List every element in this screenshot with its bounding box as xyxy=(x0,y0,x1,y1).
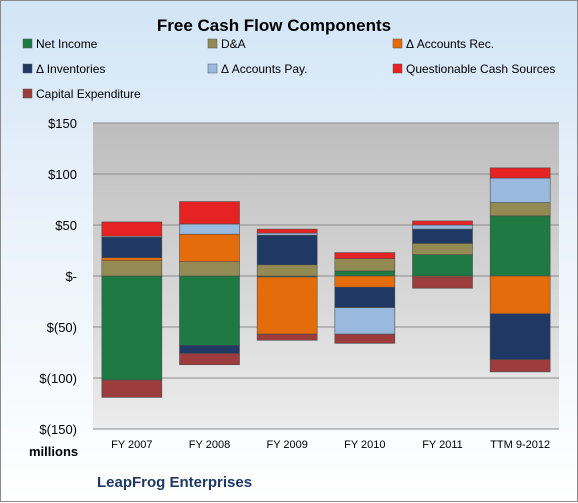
legend-swatch-capital-expenditure xyxy=(22,88,33,99)
bar-delta-inventories-fy-2008 xyxy=(179,345,240,354)
legend-swatch-d-a xyxy=(207,38,218,49)
legend-label-net-income: Net Income xyxy=(36,37,98,51)
bar-d-a-fy-2010 xyxy=(334,258,396,272)
bar-delta-inventories-ttm-9-2012 xyxy=(489,313,551,360)
bar-capital-expenditure-ttm-9-2012 xyxy=(489,359,551,373)
chart-title: Free Cash Flow Components xyxy=(157,16,391,35)
bar-net-income-fy-2008 xyxy=(179,275,240,346)
bar-questionable-cash-sources-fy-2008 xyxy=(179,201,240,225)
bar-delta-accounts-rec-fy-2010 xyxy=(334,275,396,288)
bar-questionable-cash-sources-fy-2009 xyxy=(256,228,318,234)
bar-questionable-cash-sources-ttm-9-2012 xyxy=(489,167,551,179)
legend-swatch-delta-inventories xyxy=(22,63,33,74)
x-axis-ticks: FY 2007 FY 2008 FY 2009 FY 2010 FY 2011 TTM 9… xyxy=(111,439,550,451)
bar-delta-accounts-pay-fy-2009 xyxy=(256,232,318,236)
y-tick-label: $- xyxy=(65,269,77,284)
bar-delta-accounts-rec-fy-2007 xyxy=(101,257,163,262)
legend-label-questionable-cash-sources: Questionable Cash Sources xyxy=(406,62,555,76)
x-tick-label: FY 2007 xyxy=(111,439,152,451)
legend-label-delta-accounts-pay: Δ Accounts Pay. xyxy=(221,62,308,76)
legend: Net Income D&A Δ Accounts Rec. Δ Inventorie… xyxy=(22,37,555,101)
legend-label-d-a: D&A xyxy=(221,37,246,51)
bar-questionable-cash-sources-fy-2007 xyxy=(101,221,163,237)
x-tick-label: FY 2010 xyxy=(344,439,385,451)
bar-questionable-cash-sources-fy-2010 xyxy=(334,252,396,259)
bar-delta-inventories-fy-2010 xyxy=(334,286,396,308)
legend-label-delta-inventories: Δ Inventories xyxy=(36,62,105,76)
bar-delta-accounts-pay-fy-2010 xyxy=(334,307,396,335)
legend-swatch-questionable-cash-sources xyxy=(392,63,403,74)
y-tick-label: $100 xyxy=(48,167,77,182)
bar-capital-expenditure-fy-2011 xyxy=(412,276,473,289)
bar-delta-accounts-rec-fy-2009 xyxy=(256,276,318,335)
legend-label-capital-expenditure: Capital Expenditure xyxy=(36,87,141,101)
y-tick-label: $(150) xyxy=(39,422,77,437)
bar-delta-inventories-fy-2011 xyxy=(412,228,473,244)
x-tick-label: TTM 9-2012 xyxy=(490,439,550,451)
bar-d-a-fy-2007 xyxy=(101,260,163,277)
x-tick-label: FY 2009 xyxy=(266,439,307,451)
y-tick-label: $(50) xyxy=(47,320,77,335)
x-tick-label: FY 2008 xyxy=(189,439,230,451)
bar-net-income-fy-2011 xyxy=(412,254,473,277)
bars xyxy=(101,167,551,398)
bar-delta-inventories-fy-2007 xyxy=(101,236,163,258)
bar-d-a-fy-2011 xyxy=(412,243,473,255)
units-label: millions xyxy=(29,444,78,459)
legend-swatch-net-income xyxy=(22,38,33,49)
bar-questionable-cash-sources-fy-2011 xyxy=(412,220,473,226)
bar-d-a-fy-2008 xyxy=(179,261,240,277)
y-tick-label: $150 xyxy=(48,116,77,131)
bar-delta-accounts-pay-ttm-9-2012 xyxy=(489,177,551,203)
x-tick-label: FY 2011 xyxy=(422,439,463,451)
bar-delta-accounts-pay-fy-2011 xyxy=(412,224,473,230)
bar-net-income-fy-2007 xyxy=(101,275,163,381)
bar-capital-expenditure-fy-2008 xyxy=(179,353,240,366)
bar-delta-inventories-fy-2009 xyxy=(256,234,318,266)
bar-net-income-fy-2010 xyxy=(334,270,396,277)
company-name: LeapFrog Enterprises xyxy=(97,474,252,491)
y-tick-label: $(100) xyxy=(39,371,77,386)
bar-delta-accounts-rec-ttm-9-2012 xyxy=(489,275,551,315)
gridlines xyxy=(93,122,559,430)
legend-label-delta-accounts-rec: Δ Accounts Rec. xyxy=(406,37,494,51)
bar-d-a-ttm-9-2012 xyxy=(489,202,551,217)
bar-net-income-ttm-9-2012 xyxy=(489,215,551,277)
bar-delta-accounts-pay-fy-2008 xyxy=(179,223,240,235)
legend-swatch-delta-accounts-rec xyxy=(392,38,403,49)
bar-capital-expenditure-fy-2009 xyxy=(256,333,318,341)
bar-d-a-fy-2009 xyxy=(256,264,318,277)
bar-capital-expenditure-fy-2010 xyxy=(334,333,396,344)
y-axis-ticks: $150 $100 $50 $- $(50) $(100) $(150) xyxy=(39,116,77,437)
bar-capital-expenditure-fy-2007 xyxy=(101,379,163,398)
bar-delta-accounts-rec-fy-2008 xyxy=(179,233,240,263)
y-tick-label: $50 xyxy=(55,218,77,233)
legend-swatch-delta-accounts-pay xyxy=(207,63,218,74)
